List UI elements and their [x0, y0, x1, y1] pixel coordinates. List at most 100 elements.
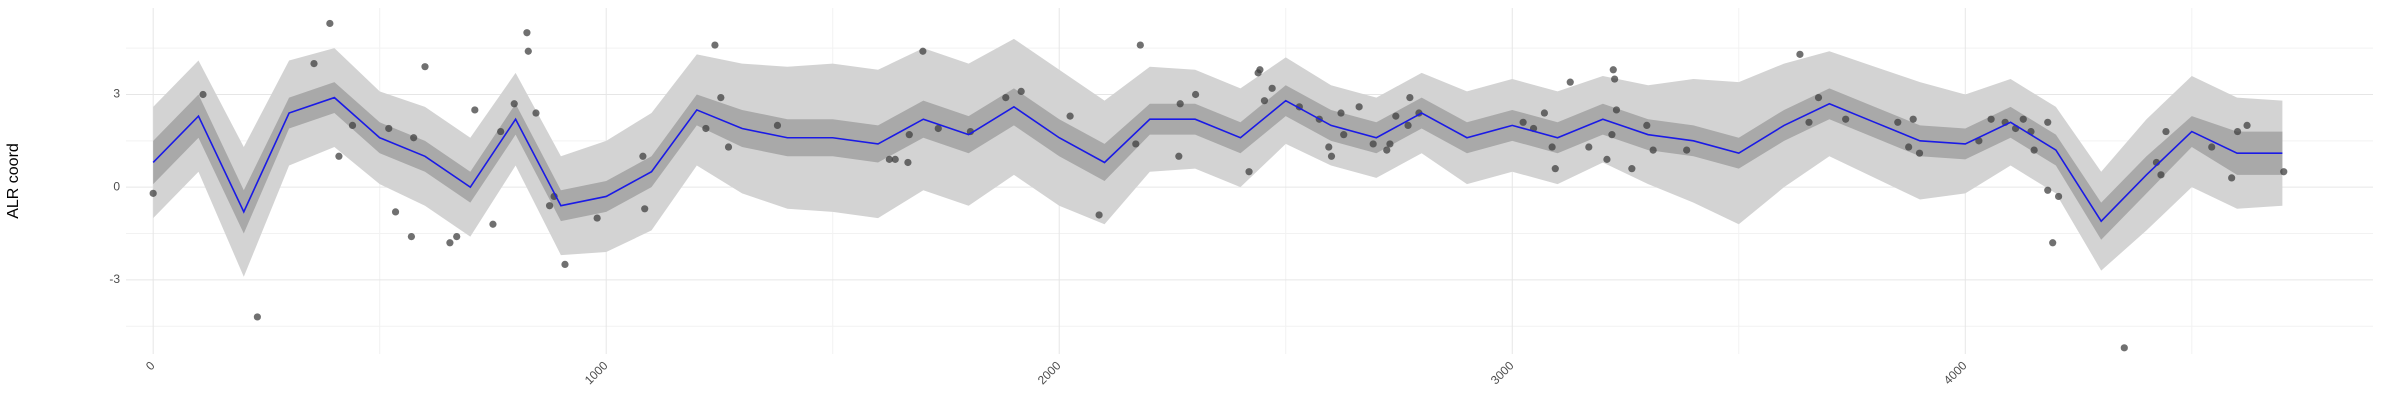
- data-point: [407, 233, 416, 241]
- data-point: [904, 158, 912, 167]
- x-tick-label: 3000: [1488, 358, 1517, 387]
- data-point: [717, 93, 725, 102]
- data-point: [2049, 239, 2057, 247]
- data-point: [1136, 41, 1144, 49]
- fit-line: [152, 96, 2283, 223]
- data-point: [532, 109, 540, 117]
- data-point: [905, 131, 913, 139]
- x-tick-label: 2000: [1035, 358, 1064, 387]
- data-point: [1649, 146, 1657, 154]
- data-point: [1612, 106, 1621, 114]
- data-point: [199, 90, 207, 99]
- y-tick-label: 0: [113, 179, 120, 193]
- data-point: [2157, 171, 2165, 179]
- data-point: [489, 220, 497, 228]
- data-point: [1369, 140, 1377, 148]
- data-point: [2055, 192, 2063, 201]
- data-point: [1260, 97, 1269, 105]
- data-point: [593, 214, 601, 222]
- data-point: [1683, 146, 1691, 154]
- data-point: [1796, 50, 1804, 58]
- data-point: [1132, 140, 1140, 148]
- data-point: [1386, 140, 1394, 148]
- data-point: [410, 134, 418, 142]
- data-point: [1551, 165, 1559, 173]
- confidence-band: [153, 82, 2283, 240]
- data-point: [2044, 186, 2052, 194]
- data-point: [1915, 149, 1924, 157]
- data-point: [1355, 103, 1363, 111]
- data-point: [919, 47, 927, 55]
- data-point: [1611, 75, 1619, 83]
- data-point: [446, 239, 454, 247]
- data-point: [1805, 118, 1813, 126]
- data-point: [1066, 112, 1074, 120]
- data-point: [510, 100, 518, 108]
- data-point: [1894, 118, 1902, 126]
- data-point: [310, 60, 318, 68]
- data-point: [1987, 115, 1995, 123]
- data-point: [2162, 127, 2170, 136]
- data-point: [711, 41, 719, 49]
- data-point: [1540, 109, 1549, 117]
- data-point: [471, 106, 479, 114]
- data-point: [1337, 109, 1345, 117]
- data-point: [545, 202, 554, 210]
- data-point: [773, 121, 782, 129]
- data-point: [1566, 78, 1574, 86]
- data-point: [1095, 211, 1103, 219]
- data-point: [641, 205, 649, 213]
- data-point: [523, 29, 531, 37]
- data-point: [2044, 118, 2052, 126]
- y-axis-label: ALR coord: [5, 143, 22, 219]
- data-point: [1002, 93, 1010, 102]
- y-tick-label: -3: [109, 272, 120, 286]
- data-point: [1392, 112, 1400, 120]
- data-point: [1176, 100, 1184, 108]
- data-point: [391, 208, 400, 216]
- data-point: [1404, 121, 1412, 129]
- data-point: [1585, 143, 1593, 151]
- data-point: [1814, 93, 1823, 102]
- data-point: [335, 152, 343, 160]
- x-tick-label: 1000: [582, 358, 611, 387]
- data-point: [348, 121, 357, 129]
- data-point: [1017, 87, 1025, 96]
- data-point: [2243, 121, 2251, 129]
- data-point: [2228, 174, 2236, 182]
- data-point: [1191, 90, 1200, 99]
- data-point: [1245, 168, 1253, 176]
- data-point: [1325, 143, 1333, 151]
- data-point: [497, 127, 505, 136]
- data-point: [1643, 121, 1651, 129]
- data-point: [702, 124, 710, 133]
- data-point: [934, 124, 942, 133]
- data-point: [326, 19, 334, 28]
- data-point: [885, 155, 893, 163]
- data-point: [1628, 165, 1636, 173]
- data-point: [1256, 66, 1264, 74]
- data-point: [1842, 115, 1850, 123]
- confidence-band: [153, 38, 2283, 277]
- data-point: [891, 155, 899, 163]
- data-point: [1340, 131, 1348, 139]
- data-point: [639, 152, 647, 160]
- data-point: [1609, 66, 1617, 74]
- data-point: [2208, 143, 2216, 151]
- data-point: [2233, 127, 2242, 136]
- data-point: [1268, 84, 1276, 92]
- data-point: [1603, 155, 1611, 163]
- data-point: [1548, 143, 1556, 151]
- data-point: [1905, 143, 1913, 151]
- data-point: [1608, 131, 1616, 139]
- data-point: [561, 260, 569, 269]
- x-tick-label: 0: [143, 358, 158, 373]
- data-point: [524, 47, 532, 55]
- data-point: [1175, 152, 1183, 160]
- data-point: [1406, 93, 1414, 102]
- x-tick-label: 4000: [1941, 358, 1970, 387]
- data-point: [2030, 146, 2038, 154]
- data-point: [453, 233, 461, 241]
